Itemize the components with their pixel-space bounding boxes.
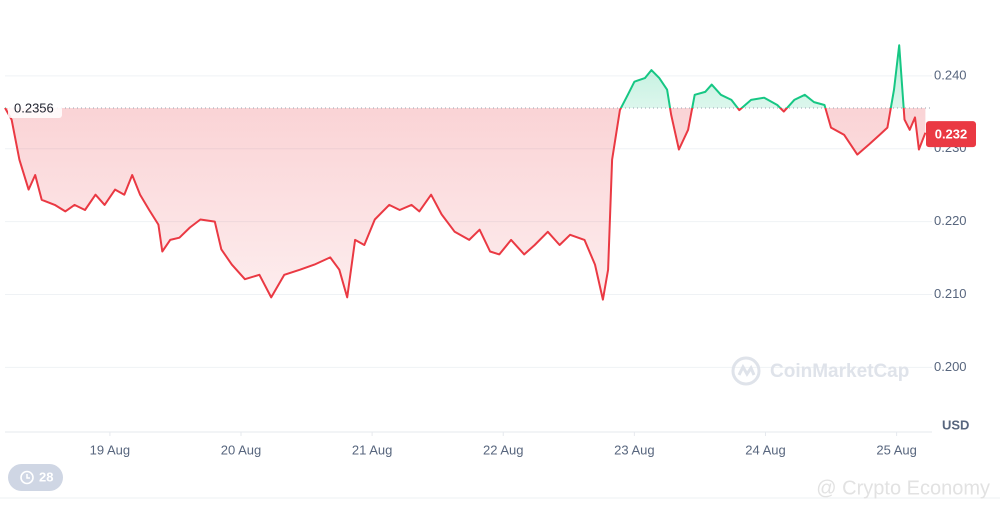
y-tick-label: 0.240 [934, 67, 967, 82]
x-tick-label: 20 Aug [221, 442, 262, 457]
badge-icon-hands [26, 474, 30, 479]
y-tick-label: 0.210 [934, 286, 967, 301]
x-tick-label: 19 Aug [90, 442, 131, 457]
baseline-label-bg [8, 97, 62, 118]
y-tick-label: 0.220 [934, 213, 967, 228]
badge-icon [20, 470, 34, 485]
x-tick-label: 24 Aug [745, 442, 786, 457]
price-badge-label: 0.232 [935, 127, 968, 142]
badge-count[interactable]: 28 [39, 469, 53, 484]
baseline-label: 0.2356 [14, 100, 54, 115]
watermark: CoinMarketCap [770, 361, 909, 382]
y-tick-label: 0.200 [934, 359, 967, 374]
price-badge [926, 121, 976, 148]
history-badge[interactable]: 28 [8, 464, 63, 491]
x-tick-label: 23 Aug [614, 442, 655, 457]
price-area [5, 45, 926, 300]
price-line [4, 44, 927, 301]
unit-label: USD [942, 417, 969, 432]
x-tick-label: 21 Aug [352, 442, 393, 457]
x-tick-label: 25 Aug [876, 442, 917, 457]
watermark-logo [731, 356, 761, 386]
x-tick-label: 22 Aug [483, 442, 524, 457]
badge-bg[interactable] [8, 464, 63, 491]
credit-watermark: @ Crypto Economy [816, 477, 990, 499]
